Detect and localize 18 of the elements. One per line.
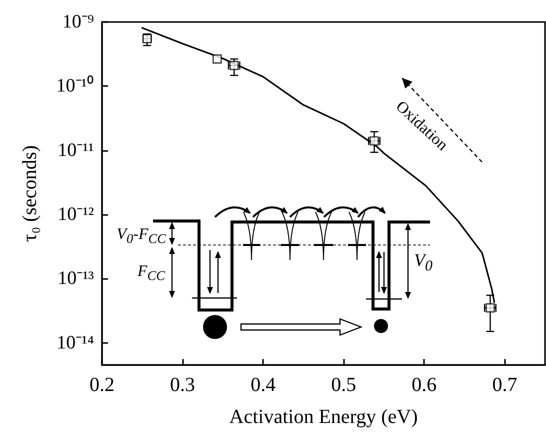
- x-tick-label: 0.2: [90, 374, 114, 396]
- y-tick-label: 10⁻¹⁴: [56, 332, 94, 354]
- annotation: F$_{CC}$: [137, 263, 165, 284]
- annotation: V$_{0}$-F$_{CC}$: [116, 226, 166, 248]
- x-tick-label: 0.7: [492, 374, 518, 396]
- x-tick-label: 0.6: [412, 374, 437, 396]
- annotation: V$_{0}$: [414, 250, 432, 276]
- x-tick-label: 0.3: [170, 374, 196, 396]
- y-tick-label: 10⁻¹¹: [58, 140, 94, 161]
- x-axis-title: Activation Energy (eV): [229, 406, 418, 428]
- y-tick-label: 10⁻¹⁰: [56, 74, 94, 97]
- y-tick-label: 10⁻¹²: [58, 204, 94, 225]
- y-tick-label: 10⁻⁹: [62, 12, 94, 32]
- x-tick-label: 0.5: [331, 374, 356, 396]
- x-tick-label: 0.4: [250, 374, 276, 396]
- y-axis-title: τ₀ (seconds): [19, 145, 41, 242]
- point: [212, 54, 222, 64]
- y-tick-label: 10⁻¹³: [58, 268, 94, 290]
